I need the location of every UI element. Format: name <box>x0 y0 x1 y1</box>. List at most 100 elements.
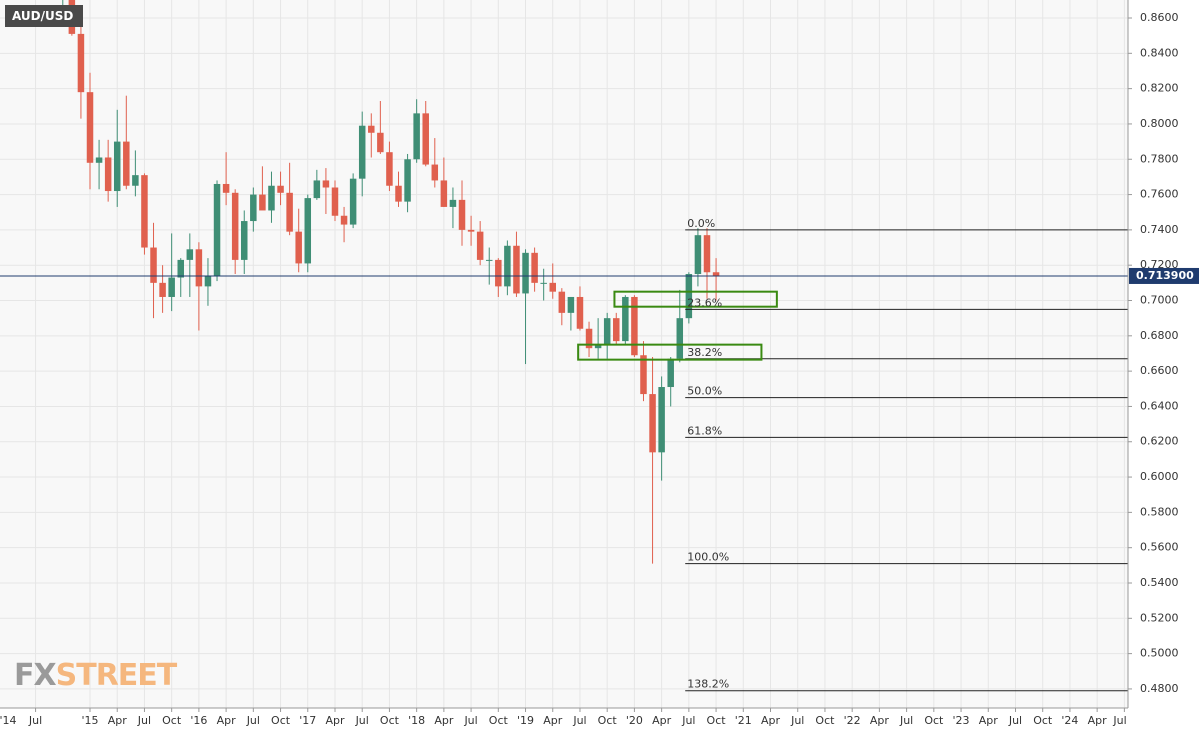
logo: FXSTREET <box>14 658 178 693</box>
candle-body <box>640 355 647 395</box>
candle-body <box>231 192 239 260</box>
x-tick-label: Apr <box>108 714 128 727</box>
x-tick-label: Apr <box>434 714 454 727</box>
x-tick-label: '16 <box>190 714 207 727</box>
candle-body <box>395 185 402 202</box>
x-tick-label: Jul <box>137 714 151 727</box>
x-tick-label: Apr <box>652 714 672 727</box>
logo-first: FX <box>14 658 56 693</box>
candle-body <box>277 185 284 193</box>
candle-body <box>404 159 411 202</box>
x-tick-label: Oct <box>924 714 944 727</box>
candle-body <box>703 235 711 273</box>
candle-body <box>531 252 538 283</box>
x-tick-label: Apr <box>217 714 237 727</box>
x-tick-label: Jul <box>463 714 477 727</box>
fib-label: 38.2% <box>687 346 722 359</box>
x-tick-label: '15 <box>81 714 98 727</box>
candle-body <box>104 157 112 192</box>
fib-label: 138.2% <box>687 678 729 691</box>
fib-label: 100.0% <box>687 551 729 564</box>
x-tick-label: Jul <box>1008 714 1022 727</box>
candle-body <box>422 113 429 165</box>
x-tick-label: Apr <box>870 714 890 727</box>
y-tick-label: 0.5600 <box>1140 541 1179 554</box>
x-tick-label: Oct <box>1033 714 1053 727</box>
x-tick-label: Apr <box>979 714 999 727</box>
candle-body <box>204 275 212 287</box>
candle-body <box>177 259 184 278</box>
y-tick-label: 0.7800 <box>1140 152 1179 165</box>
candle-body <box>485 259 493 261</box>
candle-body <box>549 282 556 292</box>
x-tick-label: Apr <box>543 714 563 727</box>
candle-body <box>95 157 103 163</box>
y-tick-label: 0.7000 <box>1140 294 1179 307</box>
candle-body <box>340 215 348 225</box>
candle-body <box>576 296 584 329</box>
x-tick-label: Apr <box>1088 714 1108 727</box>
candle-body <box>594 344 602 349</box>
fib-label: 61.8% <box>687 424 722 437</box>
fib-label: 50.0% <box>687 385 722 398</box>
x-tick-label: Oct <box>598 714 618 727</box>
x-tick-label: Jul <box>28 714 42 727</box>
candle-body <box>649 394 656 453</box>
y-tick-label: 0.8000 <box>1140 117 1179 130</box>
candle-body <box>159 282 166 297</box>
candle-body <box>368 125 375 133</box>
last-price-label: 0.713900 <box>1136 269 1194 282</box>
x-tick-label: '21 <box>735 714 752 727</box>
x-tick-label: Apr <box>325 714 345 727</box>
plot-background <box>0 0 1128 708</box>
fib-label: 0.0% <box>687 217 715 230</box>
candle-body <box>449 199 457 207</box>
candle-body <box>132 175 139 186</box>
candle-body <box>86 92 94 163</box>
candle-body <box>259 194 266 211</box>
zone-box <box>577 343 763 361</box>
candle-body <box>250 194 257 222</box>
x-tick-label: '24 <box>1061 714 1078 727</box>
x-tick-label: Oct <box>271 714 291 727</box>
candle-body <box>77 33 85 93</box>
x-tick-label: Jul <box>355 714 369 727</box>
candle-body <box>658 387 665 453</box>
candle-body <box>331 187 339 216</box>
y-tick-label: 0.6600 <box>1140 364 1179 377</box>
y-tick-label: 0.5800 <box>1140 505 1179 518</box>
candle-body <box>386 152 393 186</box>
zone-box <box>613 290 778 308</box>
x-tick-label: Oct <box>162 714 182 727</box>
candle-body <box>676 318 684 359</box>
candle-body <box>141 175 148 248</box>
axes: 0.4800 0.5000 0.5200 0.5400 0.5600 0.5800 0.60… <box>0 11 1179 727</box>
candle-body <box>186 249 194 260</box>
x-tick-label: '17 <box>299 714 316 727</box>
x-tick-label: Oct <box>815 714 835 727</box>
y-tick-label: 0.6800 <box>1140 329 1179 342</box>
y-tick-label: 0.4800 <box>1140 682 1179 695</box>
y-tick-label: 0.8200 <box>1140 82 1179 95</box>
candle-body <box>295 231 302 264</box>
x-tick-label: Jul <box>681 714 695 727</box>
candle-body <box>358 125 366 179</box>
x-tick-label: '19 <box>517 714 534 727</box>
candle-body <box>613 318 620 342</box>
candle-body <box>268 185 275 211</box>
y-tick-label: 0.5200 <box>1140 611 1179 624</box>
candle-body <box>712 272 720 276</box>
y-tick-label: 0.6200 <box>1140 435 1179 448</box>
y-tick-label: 0.5000 <box>1140 647 1179 660</box>
candle-body <box>467 229 475 232</box>
x-tick-label: Jul <box>246 714 260 727</box>
y-tick-label: 0.8400 <box>1140 46 1179 59</box>
candle-body <box>413 113 420 160</box>
x-tick-label: Jul <box>790 714 804 727</box>
y-tick-label: 0.7200 <box>1140 258 1179 271</box>
candle-body <box>241 221 248 260</box>
marks <box>0 0 1128 692</box>
candle-body <box>513 245 520 294</box>
title-box <box>5 5 83 27</box>
